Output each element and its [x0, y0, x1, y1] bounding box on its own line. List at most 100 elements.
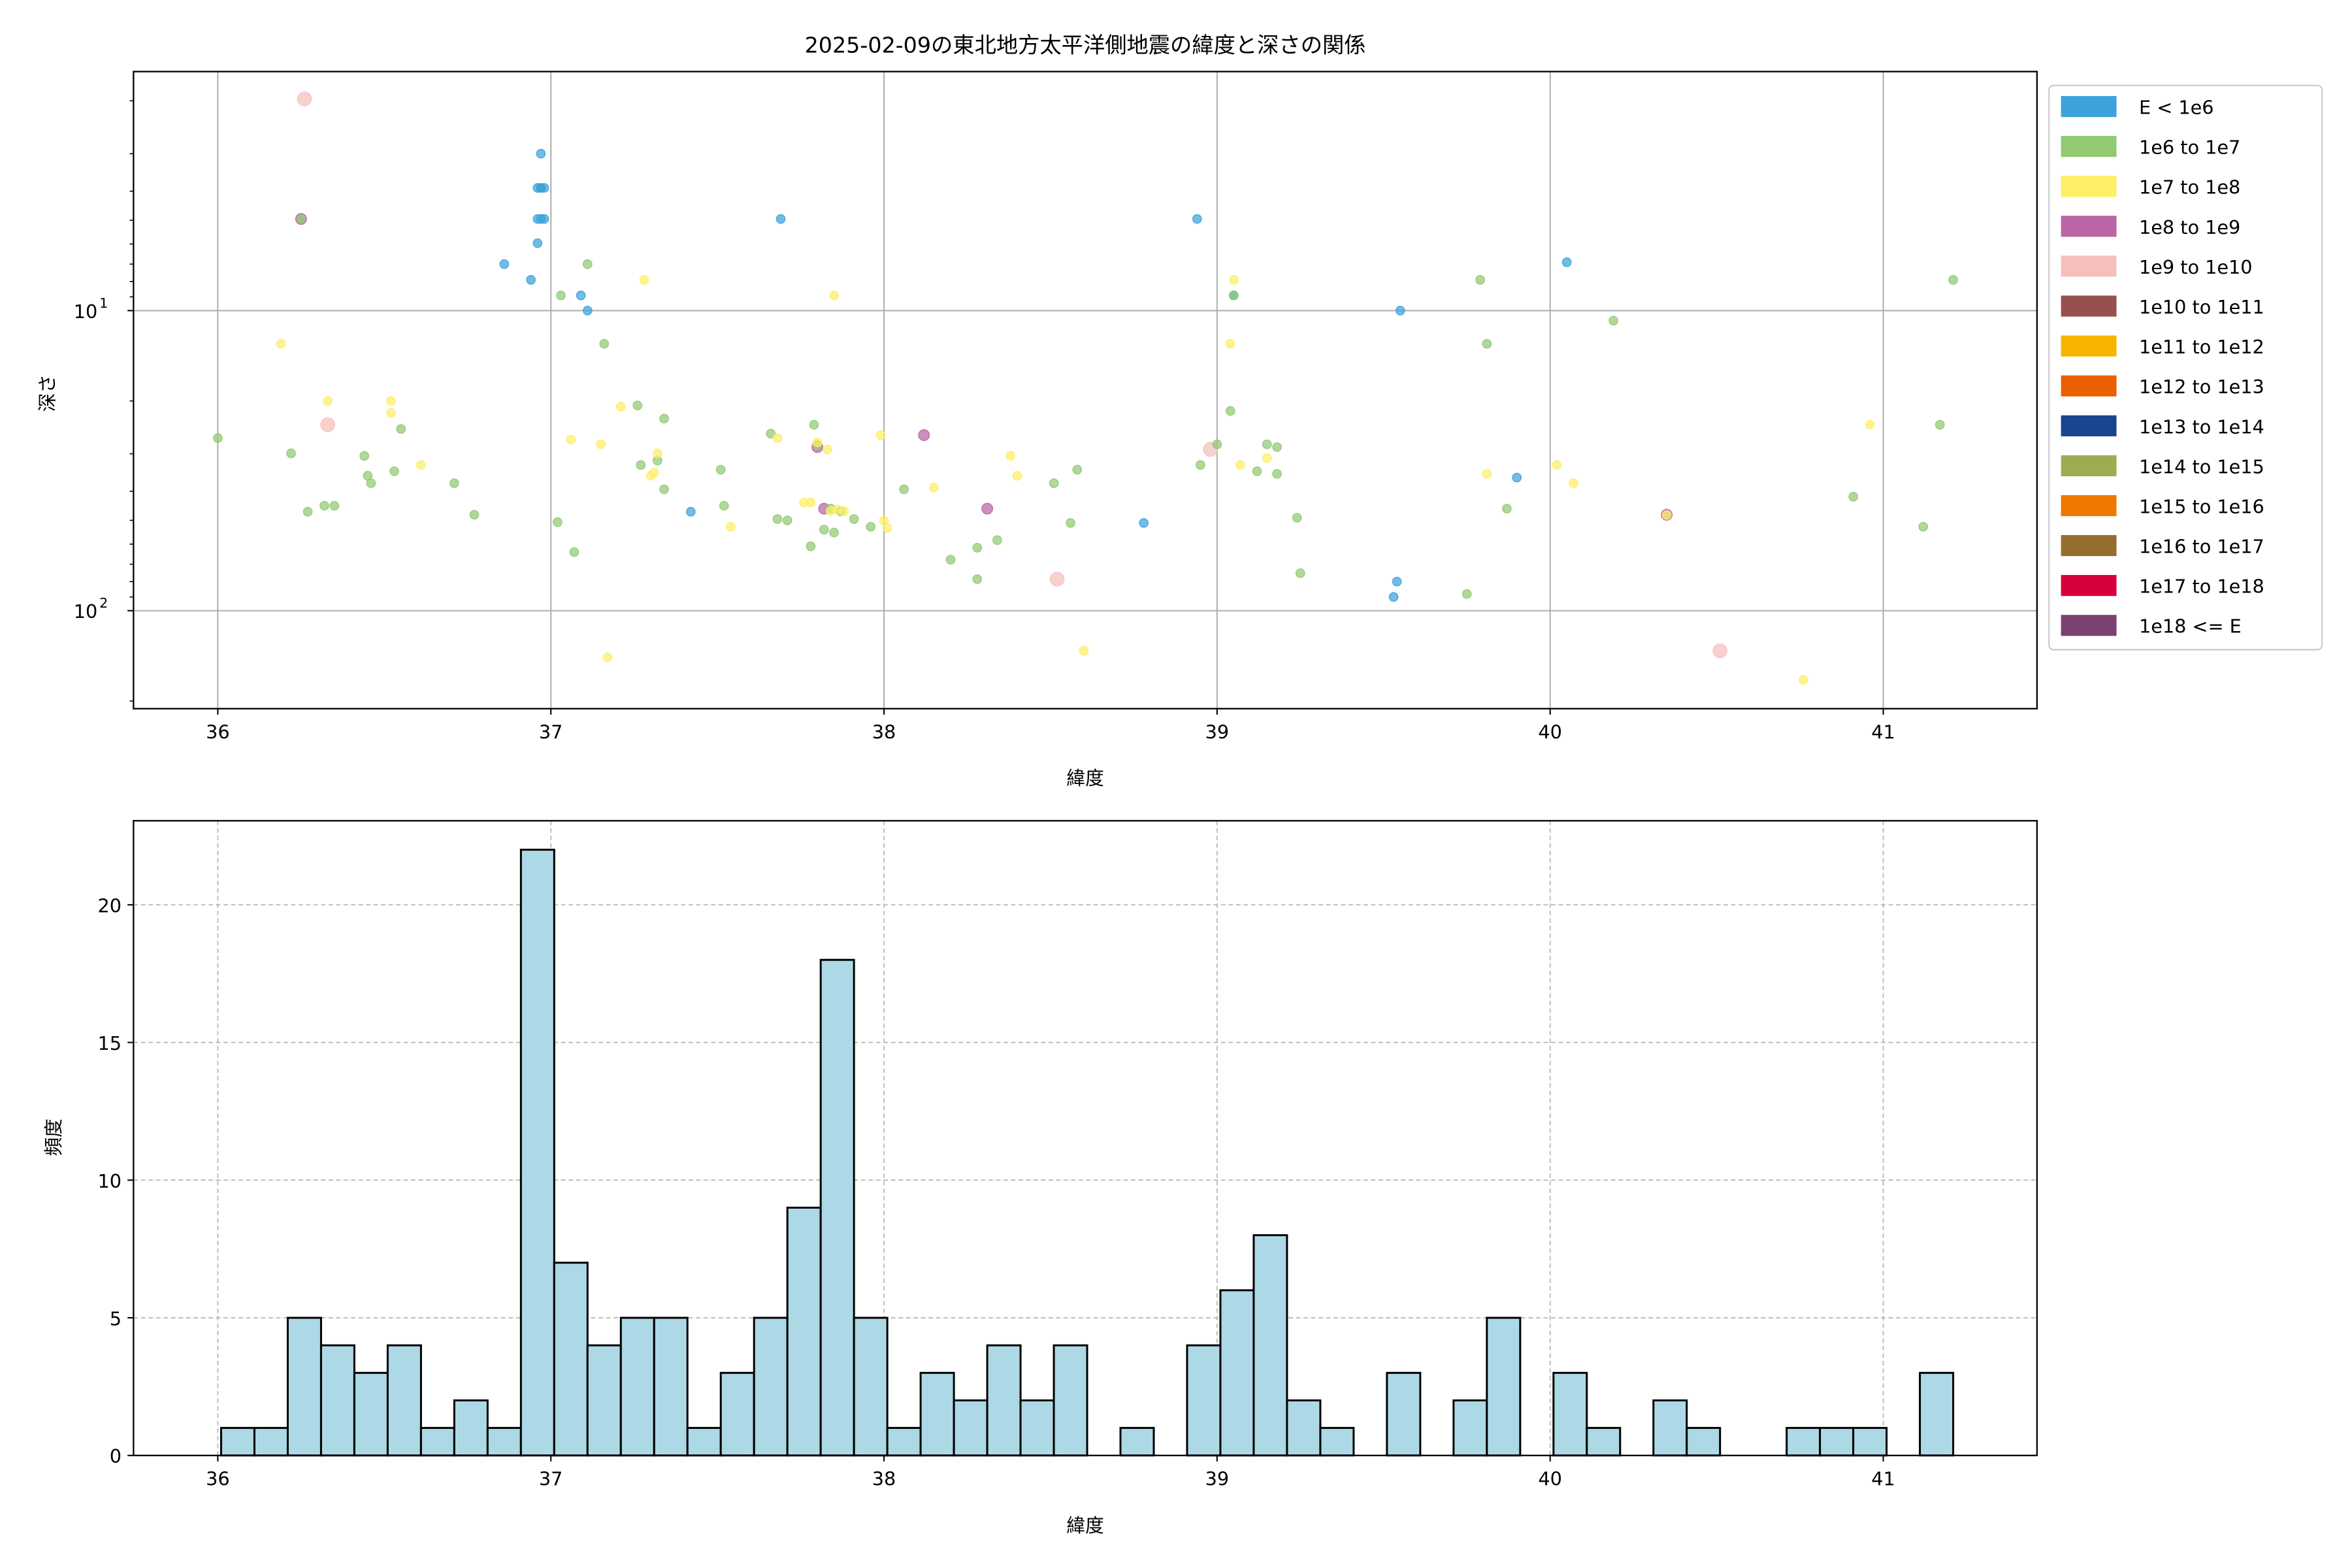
data-point	[1865, 419, 1875, 430]
data-point	[726, 521, 736, 532]
y-tick-label-base: 10	[74, 600, 98, 623]
data-point	[812, 437, 823, 448]
data-point	[1475, 275, 1485, 285]
y-tick-label-exponent: 1	[99, 295, 108, 311]
y-tick-label-exponent: 2	[99, 595, 108, 611]
data-point	[366, 478, 376, 488]
histogram-bar	[986, 1344, 1022, 1457]
data-point	[1388, 592, 1399, 602]
x-tick-label: 36	[206, 721, 230, 743]
data-point	[659, 484, 669, 495]
histogram-bar	[786, 1206, 822, 1457]
data-point	[596, 439, 606, 449]
histogram-bar	[1452, 1399, 1488, 1457]
data-point	[599, 338, 610, 349]
data-point	[715, 465, 726, 475]
data-point	[469, 510, 480, 520]
data-point	[1552, 460, 1562, 470]
data-point	[276, 338, 286, 349]
data-point	[416, 460, 426, 470]
data-point	[1139, 518, 1149, 528]
data-point	[659, 414, 669, 424]
data-point	[297, 91, 312, 106]
data-point	[1066, 518, 1075, 528]
data-point	[1192, 214, 1202, 224]
x-tick-label: 39	[1205, 1468, 1230, 1490]
histogram-bar	[1286, 1399, 1322, 1457]
data-point	[649, 468, 659, 478]
data-point	[772, 433, 783, 443]
data-point	[526, 275, 536, 285]
data-point	[992, 535, 1002, 546]
x-axis-label: 緯度	[1066, 1514, 1103, 1537]
histogram-bar	[1219, 1289, 1255, 1457]
data-point	[329, 500, 340, 511]
legend-label: 1e14 to 1e15	[2139, 455, 2264, 478]
data-point	[826, 506, 836, 516]
data-point	[652, 448, 662, 459]
data-point	[866, 521, 875, 532]
y-tick-label: 0	[110, 1445, 122, 1467]
x-tick-label: 36	[206, 1468, 230, 1490]
data-point	[1225, 338, 1235, 349]
histogram-bar	[1552, 1371, 1588, 1457]
histogram-bar	[1386, 1371, 1422, 1457]
data-point	[569, 547, 580, 557]
data-point	[1229, 275, 1239, 285]
x-tick-label: 40	[1538, 1468, 1562, 1490]
histogram-bar	[253, 1427, 289, 1457]
data-point	[1935, 419, 1945, 430]
x-axis-label: 緯度	[1066, 767, 1103, 789]
data-point	[556, 290, 566, 301]
legend-entry: 1e16 to 1e17	[2061, 534, 2264, 558]
data-point	[875, 430, 886, 440]
data-point	[602, 652, 613, 662]
histogram-bar	[1019, 1399, 1055, 1457]
legend-entry: 1e12 to 1e13	[2061, 375, 2264, 398]
data-point	[1072, 465, 1083, 475]
y-tick-label: 15	[97, 1032, 122, 1054]
x-tick-label: 38	[872, 721, 896, 743]
data-point	[809, 419, 819, 430]
data-point	[1079, 645, 1089, 656]
histogram-bar	[1319, 1427, 1355, 1457]
histogram-bar	[1486, 1316, 1522, 1457]
data-point	[829, 290, 839, 301]
legend-label: 1e15 to 1e16	[2139, 495, 2264, 517]
data-point	[1262, 453, 1272, 463]
data-point	[1235, 460, 1245, 470]
histogram-bar	[1919, 1371, 1955, 1457]
legend-entry: E < 1e6	[2061, 95, 2214, 119]
data-point	[1229, 290, 1239, 301]
data-point	[776, 214, 786, 224]
legend-label: 1e13 to 1e14	[2139, 416, 2264, 438]
legend-label: 1e9 to 1e10	[2139, 256, 2253, 278]
legend-label: 1e8 to 1e9	[2139, 216, 2240, 238]
data-point	[1395, 306, 1405, 316]
legend-swatch	[2061, 575, 2117, 596]
histogram-bar	[1686, 1427, 1722, 1457]
data-point	[882, 523, 892, 533]
data-point	[536, 148, 546, 159]
legend-entry: 1e15 to 1e16	[2061, 495, 2264, 517]
data-point	[972, 543, 983, 553]
histogram-bar	[819, 958, 855, 1457]
data-point	[396, 424, 406, 434]
data-point	[636, 460, 646, 470]
y-axis-label: 深さ	[37, 374, 59, 412]
x-tick-label: 37	[539, 1468, 563, 1490]
data-point	[972, 574, 983, 584]
data-point	[386, 408, 396, 418]
data-point	[823, 444, 832, 455]
data-point	[286, 448, 296, 459]
data-point	[389, 466, 399, 476]
legend-label: 1e16 to 1e17	[2139, 536, 2264, 558]
data-point	[302, 506, 313, 517]
data-point	[1272, 442, 1282, 452]
data-point	[1918, 521, 1929, 532]
y-axis-label: 頻度	[42, 1119, 65, 1156]
data-point	[1272, 468, 1282, 479]
legend-swatch	[2061, 255, 2117, 277]
legend-swatch	[2061, 295, 2117, 317]
